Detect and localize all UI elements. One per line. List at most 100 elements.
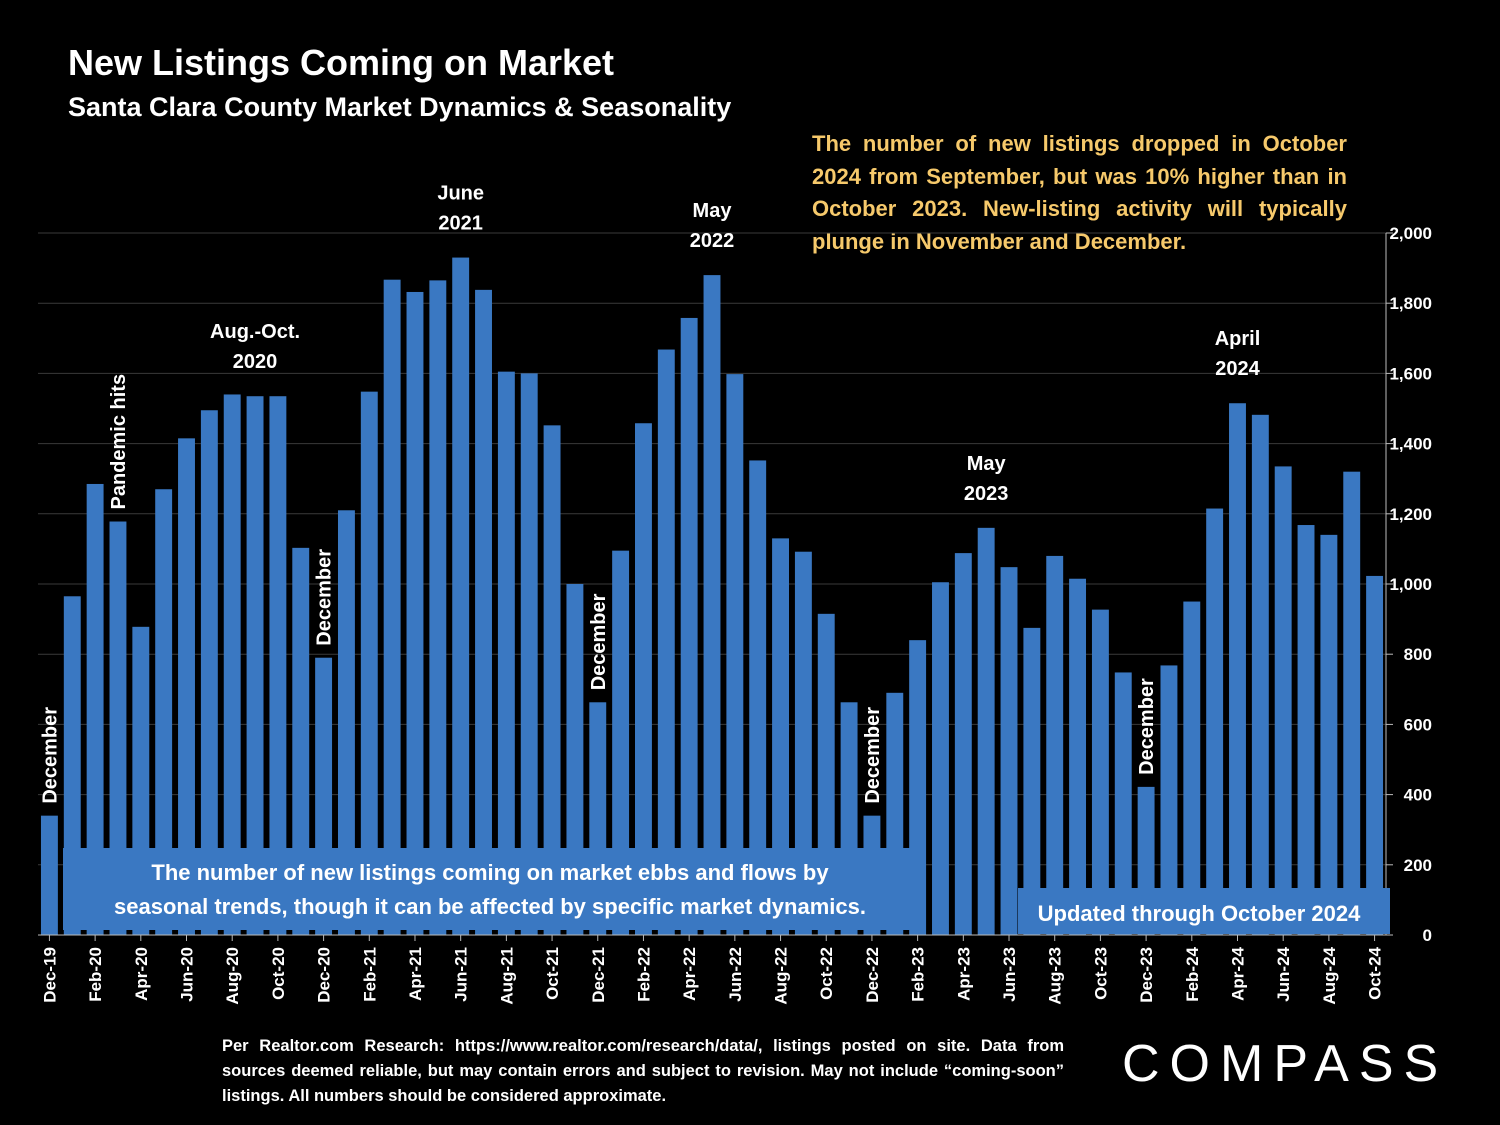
annotation-label: 2022: [690, 230, 735, 252]
bar: [497, 371, 515, 935]
annotation-label: 2020: [233, 351, 278, 373]
bar: [86, 483, 104, 935]
x-tick-label: Dec-20: [315, 947, 334, 1003]
y-tick-label: 1,000: [1389, 575, 1432, 594]
annotation-label: 2021: [438, 213, 483, 235]
bar: [680, 317, 698, 935]
bar: [1251, 414, 1269, 935]
annotation-label: December: [862, 707, 884, 804]
bar: [932, 582, 949, 935]
bar: [1046, 555, 1064, 935]
annotation-label: Pandemic hits: [108, 374, 130, 510]
x-tick-label: Feb-21: [360, 947, 379, 1002]
bar: [1366, 575, 1384, 935]
x-tick-label: Oct-20: [269, 947, 288, 1000]
callout-text: Updated through October 2024: [1038, 901, 1361, 926]
y-tick-label: 0: [1423, 926, 1432, 945]
bar: [360, 391, 378, 936]
bar: [1343, 471, 1361, 935]
y-tick-label: 1,600: [1389, 364, 1432, 383]
compass-logo: COMPASS: [1122, 1035, 1449, 1093]
bar: [566, 584, 584, 935]
x-tick-label: Feb-23: [909, 947, 928, 1002]
x-tick-label: Oct-23: [1091, 947, 1110, 1000]
annotation-label: June: [437, 183, 484, 205]
x-tick-label: Apr-23: [954, 947, 973, 1001]
y-tick-label: 200: [1404, 856, 1432, 875]
x-tick-label: Dec-19: [40, 947, 59, 1003]
x-tick-label: Jun-20: [178, 947, 197, 1002]
x-tick-label: Apr-21: [406, 947, 425, 1001]
bar: [200, 410, 218, 935]
bar: [178, 438, 195, 935]
x-tick-label: Aug-20: [223, 947, 242, 1005]
bar: [1069, 578, 1087, 935]
bar: [40, 815, 58, 935]
bar: [406, 291, 424, 935]
bar: [1114, 672, 1132, 935]
bar: [475, 289, 492, 935]
bar: [1183, 601, 1201, 935]
x-tick-label: Apr-24: [1228, 946, 1247, 1000]
annotation-label: May: [967, 453, 1007, 475]
y-tick-label: 600: [1404, 715, 1432, 734]
x-tick-label: Feb-24: [1183, 946, 1202, 1001]
x-tick-label: Apr-20: [132, 947, 151, 1001]
bar: [794, 551, 812, 935]
bar: [223, 394, 241, 936]
x-tick-label: Jun-22: [726, 947, 745, 1002]
x-tick-label: Jun-24: [1274, 946, 1293, 1001]
bar: [1229, 403, 1246, 935]
callout-text: seasonal trends, though it can be affect…: [114, 894, 866, 919]
source-footnote: Per Realtor.com Research: https://www.re…: [222, 1037, 1064, 1105]
x-tick-label: Dec-23: [1137, 947, 1156, 1003]
annotation-label: December: [314, 549, 336, 646]
bar: [429, 280, 447, 935]
y-tick-label: 800: [1404, 645, 1432, 664]
bar: [337, 510, 355, 935]
callout-text: The number of new listings coming on mar…: [151, 860, 829, 885]
bar: [1023, 627, 1041, 935]
bar: [772, 538, 789, 935]
bar: [635, 423, 652, 935]
bar: [1320, 534, 1338, 935]
bar: [269, 396, 287, 936]
bar: [977, 527, 995, 935]
bar: [1297, 525, 1315, 935]
x-tick-label: Aug-22: [772, 947, 791, 1005]
bar: [1000, 567, 1018, 935]
x-tick-label: Oct-22: [817, 947, 836, 1000]
x-tick-label: Aug-24: [1320, 946, 1339, 1004]
x-tick-label: Apr-22: [680, 947, 699, 1001]
bar: [292, 547, 310, 935]
callout-box: [63, 848, 923, 930]
y-tick-label: 2,000: [1389, 224, 1432, 243]
bar: [612, 550, 630, 935]
y-tick-label: 400: [1404, 786, 1432, 805]
annotation-label: December: [588, 593, 610, 690]
y-tick-label: 1,800: [1389, 294, 1432, 313]
bar: [726, 374, 744, 935]
bar: [749, 460, 767, 935]
commentary-note: The number of new listings dropped in Oc…: [812, 131, 1347, 254]
bar: [1091, 609, 1109, 935]
bar: [1160, 665, 1178, 935]
bar: [1274, 466, 1292, 935]
annotation-label: 2024: [1215, 358, 1260, 380]
x-tick-label: Feb-22: [634, 947, 653, 1002]
x-tick-label: Oct-21: [543, 947, 562, 1000]
x-tick-label: Dec-22: [863, 947, 882, 1003]
x-tick-label: Aug-21: [497, 947, 516, 1005]
x-tick-label: Jun-23: [1000, 947, 1019, 1002]
annotation-label: May: [693, 200, 733, 222]
annotation-label: April: [1215, 328, 1261, 350]
callout-box: [1018, 888, 1390, 934]
x-tick-label: Aug-23: [1046, 947, 1065, 1005]
bar: [155, 489, 173, 935]
bar: [520, 373, 538, 935]
chart-subtitle: Santa Clara County Market Dynamics & Sea…: [68, 92, 732, 122]
y-tick-label: 1,200: [1389, 505, 1432, 524]
x-tick-label: Jun-21: [452, 947, 471, 1002]
bar: [543, 425, 561, 935]
